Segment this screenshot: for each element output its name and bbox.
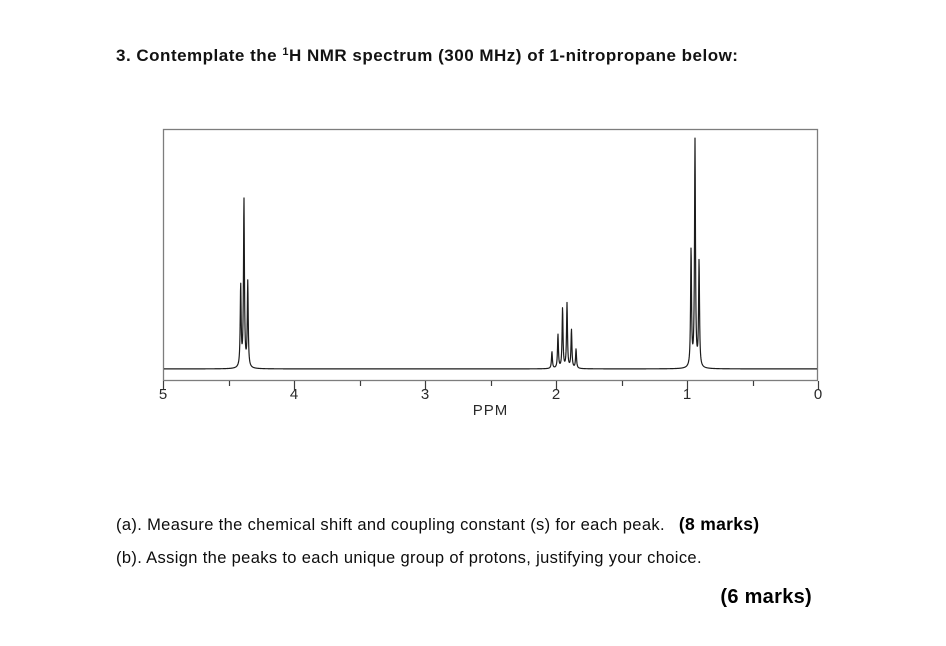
x-axis-label: PPM: [472, 402, 509, 419]
x-tick-label: 3: [420, 386, 430, 403]
x-tick-label: 5: [158, 386, 168, 403]
plot-border: [162, 128, 819, 382]
question-b-text: (b). Assign the peaks to each unique gro…: [116, 549, 702, 567]
x-tick-label: 1: [682, 386, 692, 403]
nmr-spectrum-chart: 5 4 3 2 1 0 PPM: [159, 128, 822, 419]
x-tick-label: 4: [289, 386, 299, 403]
x-tick-label: 2: [551, 386, 561, 403]
question-title: 3. Contemplate the 1H NMR spectrum (300 …: [116, 46, 738, 66]
question-a-text: (a). Measure the chemical shift and coup…: [116, 516, 665, 534]
question-a-marks: (8 marks): [678, 514, 760, 534]
spectrum-plot: [162, 128, 820, 390]
isotope-superscript: 1: [282, 46, 289, 58]
question-a: (a). Measure the chemical shift and coup…: [116, 514, 759, 535]
x-tick-label: 0: [813, 386, 823, 403]
question-title-part1: 3. Contemplate the: [116, 46, 283, 65]
spectrum-trace: [163, 137, 818, 370]
question-title-part2: H NMR spectrum (300 MHz) of 1-nitropropa…: [288, 46, 739, 65]
question-b: (b). Assign the peaks to each unique gro…: [116, 549, 702, 568]
question-b-marks: (6 marks): [720, 586, 812, 608]
